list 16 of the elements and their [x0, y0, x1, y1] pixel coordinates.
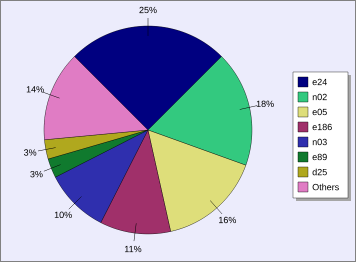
data-label: 14%	[26, 86, 44, 92]
data-label: 3%	[30, 170, 43, 178]
legend-label: n03	[312, 138, 327, 146]
data-label: 18%	[256, 100, 274, 108]
legend-label: e05	[312, 108, 327, 116]
legend-label: e89	[312, 154, 327, 160]
data-label: 25%	[139, 6, 157, 14]
legend-label: n02	[312, 94, 327, 100]
data-label: 3%	[24, 149, 36, 156]
legend-label: e24	[312, 78, 327, 86]
data-label: 10%	[54, 212, 72, 218]
legend-label: d25	[312, 168, 327, 176]
legend-label: Others	[312, 184, 339, 190]
legend-label: e186	[312, 124, 332, 130]
data-label: 11%	[124, 246, 142, 252]
data-label: 16%	[219, 216, 236, 224]
